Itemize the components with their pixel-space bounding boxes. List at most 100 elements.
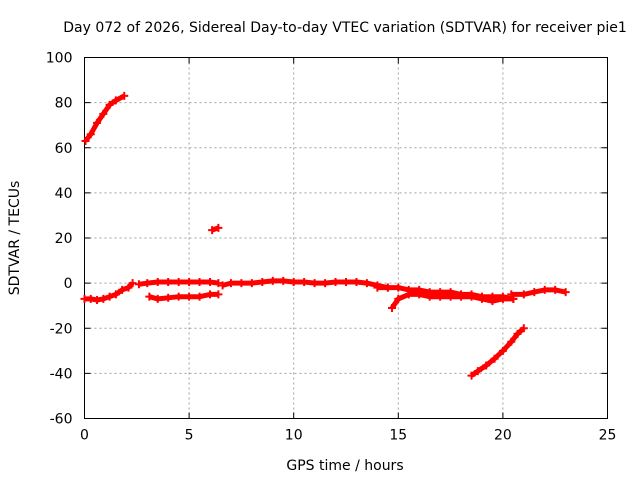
data-point xyxy=(482,361,491,370)
data-point xyxy=(561,288,570,297)
y-tick-label: 0 xyxy=(64,276,73,292)
data-point xyxy=(153,277,162,286)
y-tick-label: 100 xyxy=(46,51,73,67)
data-point xyxy=(457,292,466,301)
data-point xyxy=(153,294,162,303)
data-point xyxy=(289,277,298,286)
data-point xyxy=(394,283,403,292)
chart-title: Day 072 of 2026, Sidereal Day-to-day VTE… xyxy=(63,20,627,36)
data-point xyxy=(99,109,108,118)
data-point xyxy=(352,277,361,286)
data-point xyxy=(206,277,215,286)
data-series xyxy=(80,91,570,380)
data-point xyxy=(195,292,204,301)
data-point xyxy=(99,294,108,303)
y-tick-label: 40 xyxy=(55,186,73,202)
data-point xyxy=(467,292,476,301)
data-point xyxy=(519,290,528,299)
data-point xyxy=(134,280,143,289)
data-point xyxy=(362,279,371,288)
y-axis: -60 -40 -20 0 20 40 60 80 100 xyxy=(46,51,608,428)
data-point xyxy=(540,285,549,294)
data-point xyxy=(111,290,120,299)
data-point xyxy=(105,100,114,109)
data-point xyxy=(383,283,392,292)
data-point xyxy=(218,281,227,290)
data-point xyxy=(164,277,173,286)
y-tick-label: 80 xyxy=(55,96,73,112)
data-point xyxy=(206,290,215,299)
data-point xyxy=(214,223,223,232)
data-point xyxy=(394,294,403,303)
data-point xyxy=(530,288,539,297)
data-point xyxy=(86,130,95,139)
data-point xyxy=(174,277,183,286)
data-point xyxy=(145,292,154,301)
data-point xyxy=(300,277,309,286)
data-point xyxy=(258,277,267,286)
data-point xyxy=(111,96,120,105)
data-point xyxy=(214,290,223,299)
data-point xyxy=(247,279,256,288)
x-tick-label: 25 xyxy=(599,428,617,444)
data-point xyxy=(321,279,330,288)
data-point xyxy=(185,277,194,286)
data-point xyxy=(467,371,476,380)
data-point xyxy=(551,285,560,294)
data-point xyxy=(105,292,114,301)
y-axis-label: SDTVAR / TECUs xyxy=(7,181,23,296)
data-point xyxy=(86,294,95,303)
y-tick-label: -60 xyxy=(50,412,73,428)
data-point xyxy=(93,296,102,305)
data-point xyxy=(436,292,445,301)
y-tick-label: -20 xyxy=(50,321,73,337)
data-point xyxy=(331,277,340,286)
data-point xyxy=(164,293,173,302)
y-tick-label: -40 xyxy=(50,366,73,382)
y-tick-label: 60 xyxy=(55,141,73,157)
data-point xyxy=(404,290,413,299)
x-tick-label: 15 xyxy=(389,428,407,444)
x-tick-label: 20 xyxy=(494,428,512,444)
x-axis: 0 5 10 15 20 25 xyxy=(80,57,617,444)
data-point xyxy=(174,292,183,301)
series-arc-10 xyxy=(470,326,526,378)
grid xyxy=(84,57,608,419)
x-tick-label: 10 xyxy=(285,428,303,444)
data-point xyxy=(143,279,152,288)
data-point xyxy=(128,279,137,288)
data-point xyxy=(513,329,522,338)
data-point xyxy=(279,276,288,285)
data-point xyxy=(237,279,246,288)
x-axis-label: GPS time / hours xyxy=(286,458,403,474)
data-point xyxy=(473,367,482,376)
data-point xyxy=(488,297,497,306)
data-point xyxy=(118,285,127,294)
data-point xyxy=(425,292,434,301)
data-point xyxy=(81,136,90,145)
data-point xyxy=(498,346,507,355)
data-point xyxy=(124,283,133,292)
data-point xyxy=(388,303,397,312)
data-point xyxy=(226,279,235,288)
data-point xyxy=(195,277,204,286)
data-point xyxy=(310,279,319,288)
data-point xyxy=(507,290,516,299)
data-point xyxy=(490,354,499,363)
data-point xyxy=(185,292,194,301)
data-point xyxy=(268,276,277,285)
data-point xyxy=(446,292,455,301)
data-point xyxy=(93,118,102,127)
data-point xyxy=(342,277,350,286)
data-point xyxy=(507,337,516,346)
data-point xyxy=(519,324,528,333)
x-tick-label: 5 xyxy=(185,428,194,444)
data-point xyxy=(477,294,486,303)
data-point xyxy=(415,290,424,299)
data-point xyxy=(373,283,382,292)
y-tick-label: 20 xyxy=(55,231,73,247)
data-point xyxy=(498,294,507,303)
data-point xyxy=(120,91,129,100)
data-point xyxy=(214,279,223,288)
